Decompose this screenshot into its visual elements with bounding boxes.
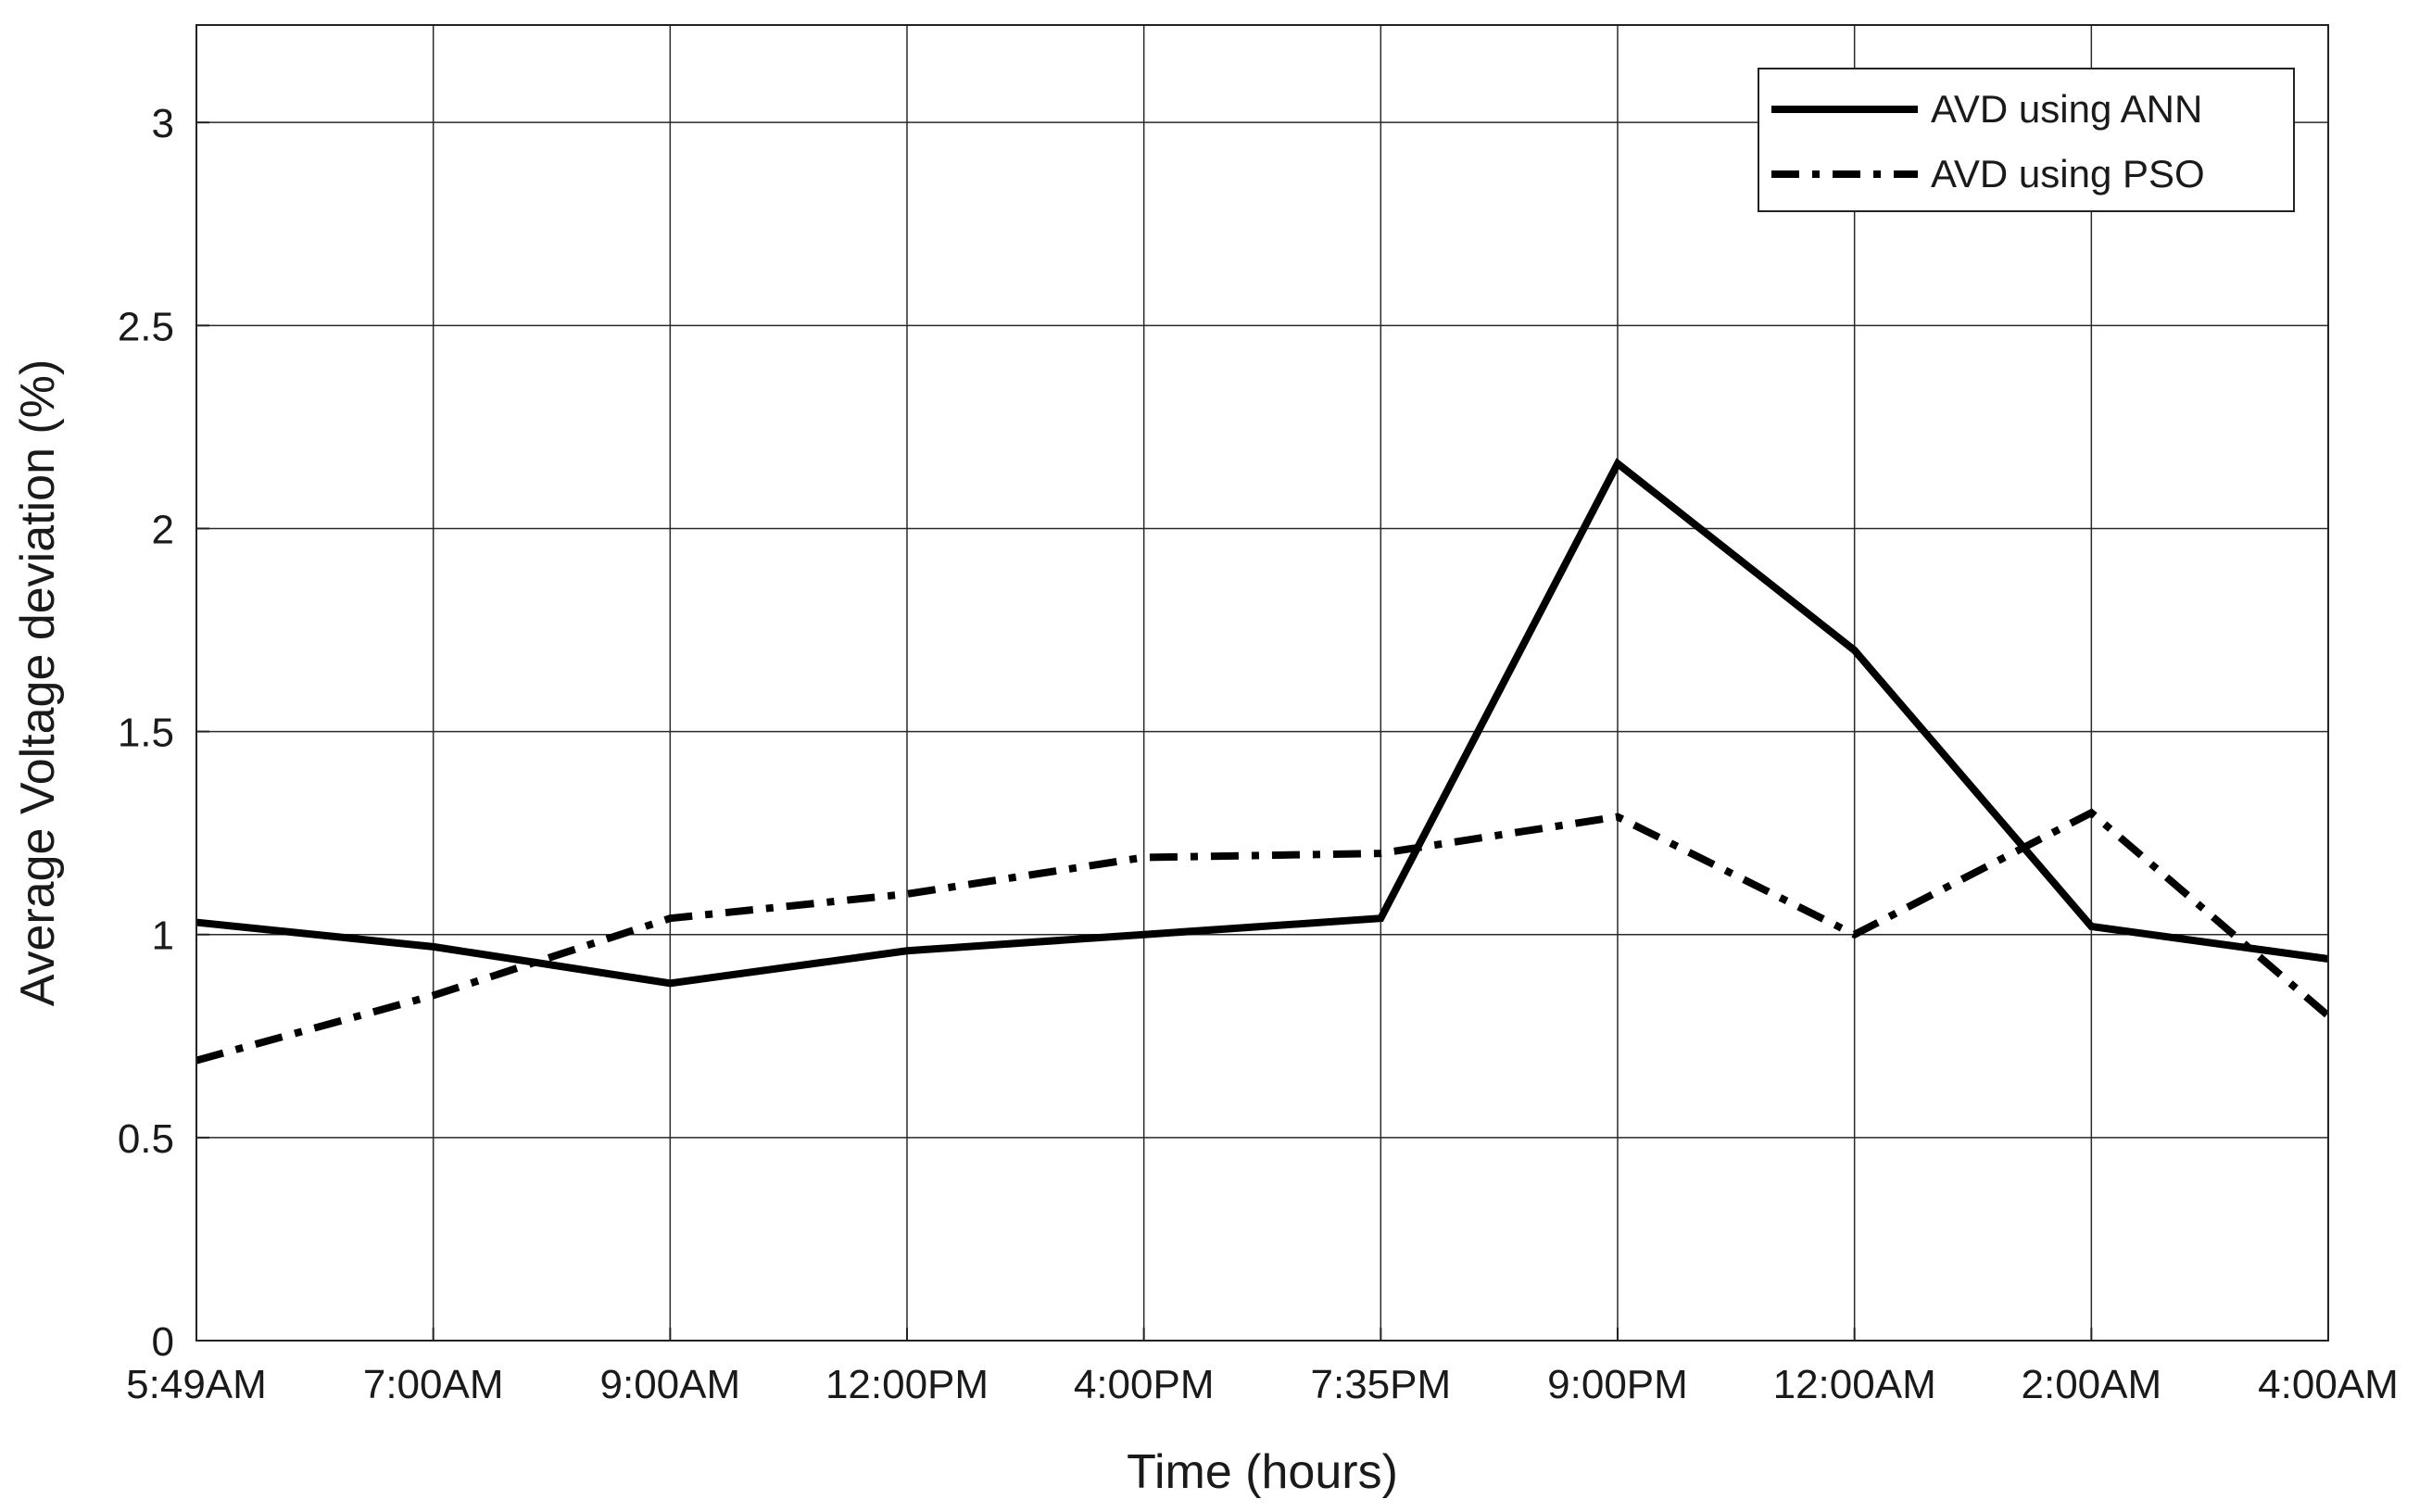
x-tick-label: 5:49AM — [126, 1362, 267, 1407]
y-tick-label: 3 — [152, 101, 174, 146]
x-axis-label: Time (hours) — [1127, 1445, 1398, 1499]
series-lines — [195, 458, 2331, 1065]
y-tick-label: 0 — [152, 1319, 174, 1365]
plot-area-frame — [195, 24, 2329, 1342]
y-axis-label: Average Voltage deviation (%) — [11, 359, 65, 1007]
y-axis-ticks: 0 0.5 1 1.5 2 2.5 3 — [118, 101, 209, 1365]
y-tick-label: 1.5 — [118, 711, 174, 756]
x-axis-ticks: 5:49AM 7:00AM 9:00AM 12:00PM 4:00PM 7:35PM 9:0… — [126, 1328, 2399, 1407]
x-tick-label: 12:00PM — [825, 1362, 989, 1407]
y-tick-label: 0.5 — [118, 1116, 174, 1162]
series-line — [195, 458, 2329, 988]
x-tick-label: 4:00AM — [2258, 1362, 2399, 1407]
x-tick-label: 7:35PM — [1311, 1362, 1452, 1407]
y-tick-label: 2.5 — [118, 304, 174, 349]
legend-label: AVD using PSO — [1931, 152, 2205, 195]
series-line — [195, 808, 2331, 1065]
y-tick-label: 1 — [152, 914, 174, 959]
x-tick-label: 9:00PM — [1547, 1362, 1688, 1407]
x-tick-label: 7:00AM — [363, 1362, 504, 1407]
x-tick-label: 4:00PM — [1074, 1362, 1215, 1407]
x-tick-label: 2:00AM — [2022, 1362, 2162, 1407]
legend-label: AVD using ANN — [1931, 87, 2202, 131]
legend: AVD using ANN AVD using PSO — [1758, 68, 2295, 212]
x-tick-label: 9:00AM — [600, 1362, 741, 1407]
legend-box — [1758, 68, 2295, 212]
y-tick-label: 2 — [152, 507, 174, 552]
x-tick-label: 12:00AM — [1773, 1362, 1936, 1407]
